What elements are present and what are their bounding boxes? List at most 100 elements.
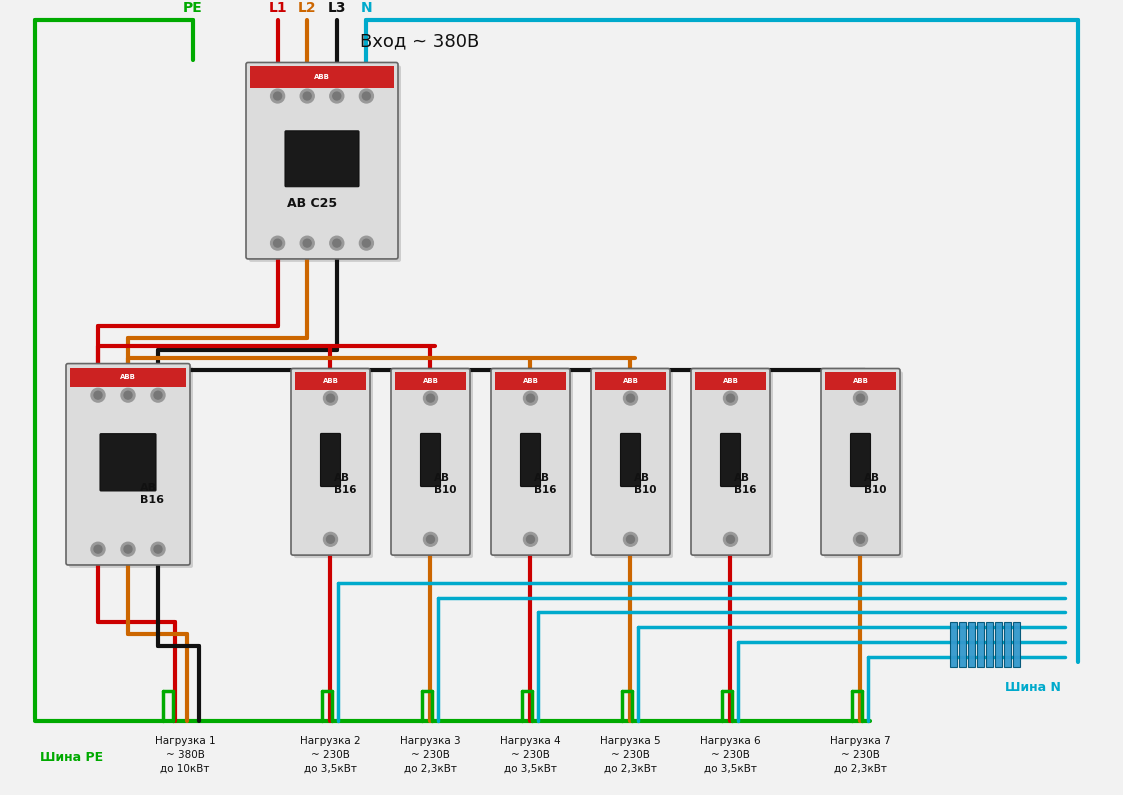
- Text: АВ
В16: АВ В16: [334, 473, 356, 494]
- Circle shape: [330, 89, 344, 103]
- Circle shape: [623, 533, 638, 546]
- Circle shape: [91, 388, 104, 402]
- Circle shape: [523, 533, 538, 546]
- FancyBboxPatch shape: [491, 369, 570, 555]
- Circle shape: [627, 535, 634, 543]
- Circle shape: [91, 542, 104, 556]
- Circle shape: [121, 542, 135, 556]
- Circle shape: [121, 388, 135, 402]
- Circle shape: [723, 533, 738, 546]
- Bar: [495, 373, 566, 390]
- Text: АВ С25: АВ С25: [287, 196, 337, 210]
- Bar: [395, 373, 466, 390]
- Text: PE: PE: [183, 1, 203, 15]
- Circle shape: [300, 236, 314, 250]
- Circle shape: [427, 535, 435, 543]
- FancyBboxPatch shape: [821, 369, 900, 555]
- Text: ABB: ABB: [722, 378, 739, 384]
- Circle shape: [359, 236, 374, 250]
- Circle shape: [627, 394, 634, 402]
- Text: Нагрузка 7
~ 230В
до 2,3кВт: Нагрузка 7 ~ 230В до 2,3кВт: [830, 735, 891, 774]
- Circle shape: [327, 535, 335, 543]
- Circle shape: [527, 535, 535, 543]
- Circle shape: [94, 391, 102, 399]
- Circle shape: [154, 545, 162, 553]
- Bar: [977, 622, 984, 667]
- Text: АВ
В16: АВ В16: [734, 473, 757, 494]
- Text: Нагрузка 4
~ 230В
до 3,5кВт: Нагрузка 4 ~ 230В до 3,5кВт: [500, 735, 560, 774]
- Text: Вход ~ 380В: Вход ~ 380В: [360, 32, 480, 50]
- Circle shape: [330, 236, 344, 250]
- Bar: [1013, 622, 1020, 667]
- Circle shape: [363, 92, 371, 100]
- Circle shape: [327, 394, 335, 402]
- Text: ABB: ABB: [314, 74, 330, 80]
- Circle shape: [94, 545, 102, 553]
- Circle shape: [857, 394, 865, 402]
- FancyBboxPatch shape: [691, 369, 770, 555]
- FancyBboxPatch shape: [285, 131, 359, 187]
- FancyBboxPatch shape: [66, 363, 190, 565]
- Circle shape: [727, 535, 734, 543]
- Bar: [70, 367, 186, 387]
- Bar: [295, 373, 366, 390]
- Circle shape: [623, 391, 638, 405]
- FancyBboxPatch shape: [591, 369, 670, 555]
- Circle shape: [150, 388, 165, 402]
- FancyBboxPatch shape: [246, 63, 398, 259]
- Text: АВ
В10: АВ В10: [634, 473, 657, 494]
- Bar: [250, 67, 394, 88]
- Circle shape: [332, 239, 340, 247]
- FancyBboxPatch shape: [621, 433, 640, 487]
- Circle shape: [332, 92, 340, 100]
- Circle shape: [853, 533, 867, 546]
- Text: Нагрузка 5
~ 230В
до 2,3кВт: Нагрузка 5 ~ 230В до 2,3кВт: [600, 735, 660, 774]
- Text: Нагрузка 2
~ 230В
до 3,5кВт: Нагрузка 2 ~ 230В до 3,5кВт: [300, 735, 360, 774]
- FancyBboxPatch shape: [824, 371, 903, 558]
- Text: АВ
В16: АВ В16: [535, 473, 557, 494]
- Text: Нагрузка 1
~ 380В
до 10кВт: Нагрузка 1 ~ 380В до 10кВт: [155, 735, 216, 774]
- Text: ABB: ABB: [322, 378, 338, 384]
- Circle shape: [323, 391, 338, 405]
- Text: АВ
В16: АВ В16: [140, 483, 164, 505]
- Circle shape: [271, 89, 284, 103]
- Text: АВ
В10: АВ В10: [433, 473, 457, 494]
- Bar: [695, 373, 766, 390]
- Text: L1: L1: [268, 1, 286, 15]
- Circle shape: [300, 89, 314, 103]
- FancyBboxPatch shape: [494, 371, 573, 558]
- Circle shape: [303, 92, 311, 100]
- Circle shape: [271, 236, 284, 250]
- Circle shape: [303, 239, 311, 247]
- FancyBboxPatch shape: [391, 369, 471, 555]
- Circle shape: [124, 391, 133, 399]
- Text: Шина N: Шина N: [1005, 681, 1061, 695]
- Text: ABB: ABB: [422, 378, 438, 384]
- FancyBboxPatch shape: [249, 65, 401, 262]
- Text: Нагрузка 6
~ 230В
до 3,5кВт: Нагрузка 6 ~ 230В до 3,5кВт: [700, 735, 760, 774]
- Circle shape: [274, 239, 282, 247]
- Circle shape: [154, 391, 162, 399]
- FancyBboxPatch shape: [394, 371, 473, 558]
- FancyBboxPatch shape: [294, 371, 373, 558]
- Bar: [825, 373, 896, 390]
- Text: ABB: ABB: [120, 374, 136, 380]
- Circle shape: [523, 391, 538, 405]
- Circle shape: [359, 89, 374, 103]
- FancyBboxPatch shape: [420, 433, 440, 487]
- Circle shape: [274, 92, 282, 100]
- Circle shape: [727, 394, 734, 402]
- Circle shape: [150, 542, 165, 556]
- Text: ABB: ABB: [622, 378, 639, 384]
- Bar: [1004, 622, 1011, 667]
- Circle shape: [363, 239, 371, 247]
- Text: N: N: [360, 1, 372, 15]
- FancyBboxPatch shape: [69, 366, 193, 568]
- Bar: [995, 622, 1002, 667]
- Text: Шина РЕ: Шина РЕ: [40, 750, 103, 763]
- Bar: [959, 622, 966, 667]
- Bar: [950, 622, 957, 667]
- Circle shape: [853, 391, 867, 405]
- Text: ABB: ABB: [852, 378, 868, 384]
- Text: Нагрузка 3
~ 230В
до 2,3кВт: Нагрузка 3 ~ 230В до 2,3кВт: [400, 735, 460, 774]
